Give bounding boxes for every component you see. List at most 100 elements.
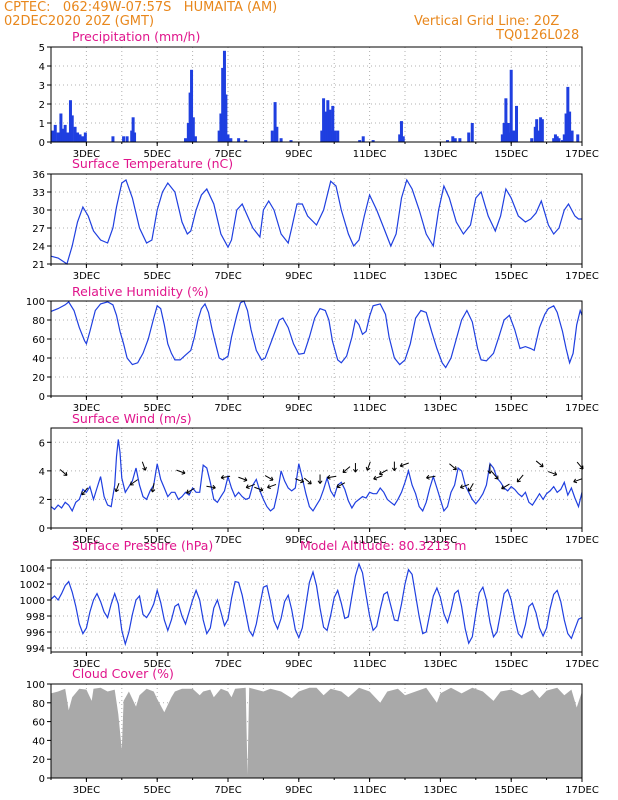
precip-bar	[68, 100, 72, 142]
x-tick-label: 15DEC	[494, 271, 528, 282]
precip-bar	[133, 132, 137, 142]
y-tick-label: 4	[39, 62, 45, 73]
x-tick-label: 7DEC	[214, 535, 241, 546]
x-tick-label: 11DEC	[353, 149, 387, 160]
wind-arrow-shaft	[336, 482, 346, 488]
x-tick-label: 13DEC	[424, 403, 458, 414]
y-tick-label: 2	[39, 100, 45, 111]
wind-arrow	[547, 471, 558, 477]
x-tick-label: 7DEC	[214, 149, 241, 160]
wind-arrow	[317, 474, 323, 484]
wind-arrow-head	[212, 484, 216, 490]
y-tick-label: 0	[39, 138, 45, 149]
precip-bar	[226, 134, 230, 142]
y-tick-label: 36	[32, 170, 45, 181]
y-tick-label: 60	[32, 335, 45, 346]
x-tick-label: 5DEC	[144, 403, 171, 414]
wind-arrow-head	[494, 475, 499, 480]
precip-bar	[51, 130, 55, 142]
precip-bar	[535, 119, 539, 142]
precip-bar	[56, 132, 60, 142]
y-tick-label: 1004	[20, 564, 45, 575]
x-tick-label: 15DEC	[494, 149, 528, 160]
precip-bar	[371, 140, 375, 142]
wind-arrow-shaft	[535, 460, 544, 468]
precip-bar	[273, 102, 277, 142]
precip-bar	[331, 105, 335, 142]
wind-arrow-shaft	[468, 483, 474, 492]
series-line	[50, 178, 582, 265]
precip-bar	[566, 86, 570, 142]
wind-arrow	[535, 460, 544, 468]
x-tick-label: 9DEC	[285, 403, 312, 414]
precip-bar	[131, 117, 135, 142]
wind-arrow-head	[129, 481, 134, 486]
x-tick-label: 11DEC	[353, 403, 387, 414]
wind-arrow-shaft	[59, 469, 68, 476]
vertical-grid-note: Vertical Grid Line: 20Z	[414, 14, 560, 29]
precip-bar	[500, 134, 504, 142]
panel-5	[47, 559, 583, 656]
wind-arrow-shaft	[246, 483, 255, 489]
y-tick-label: 20	[32, 373, 45, 384]
wind-arrow-head	[365, 466, 371, 471]
precip-bar	[399, 121, 403, 142]
wind-arrow-head	[326, 474, 331, 480]
wind-arrow-shaft	[547, 471, 557, 476]
wind-arrow	[238, 476, 248, 482]
precip-bar	[125, 136, 129, 142]
wind-arrow-shaft	[342, 466, 351, 473]
wind-arrow	[491, 471, 499, 480]
x-tick-label: 17DEC	[565, 403, 599, 414]
panel-title: Precipitation (mm/h)	[72, 29, 200, 44]
panel-title: Surface Pressure (hPa)	[72, 538, 213, 553]
precip-bar	[358, 140, 362, 142]
wind-arrow	[303, 477, 312, 485]
wind-arrow	[365, 461, 371, 471]
wind-arrow	[373, 475, 383, 481]
precip-bar	[190, 69, 194, 142]
wind-arrow-shaft	[501, 483, 510, 490]
wind-arrow-head	[426, 474, 430, 480]
wind-arrow-head	[452, 466, 457, 471]
precip-bar	[279, 138, 283, 142]
wind-arrow	[516, 474, 524, 483]
wind-arrow-shaft	[238, 476, 248, 481]
precip-bar	[63, 124, 67, 142]
panel-frame	[50, 173, 583, 265]
panel-frame	[50, 427, 583, 529]
precip-bar	[557, 138, 561, 142]
wind-arrow-shaft	[366, 461, 371, 471]
precip-bar	[219, 113, 223, 142]
x-tick-label: 5DEC	[144, 659, 171, 670]
y-tick-label: 40	[32, 736, 45, 747]
x-tick-label: 7DEC	[214, 659, 241, 670]
panel-title: Surface Wind (m/s)	[72, 411, 192, 426]
wind-arrow-shaft	[221, 475, 231, 479]
y-tick-label: 1000	[20, 596, 45, 607]
x-tick-label: 3DEC	[73, 149, 100, 160]
precip-bar	[73, 126, 77, 142]
y-tick-label: 1	[39, 119, 45, 130]
precip-bar	[564, 113, 568, 142]
x-tick-label: 7DEC	[214, 785, 241, 796]
series-line	[50, 562, 583, 647]
x-tick-label: 5DEC	[144, 535, 171, 546]
wind-arrow-shaft	[264, 475, 274, 481]
wind-arrow-head	[336, 483, 341, 489]
precip-bar	[502, 123, 506, 142]
y-tick-label: 4	[39, 467, 45, 478]
y-tick-label: 20	[32, 755, 45, 766]
wind-arrow-shaft	[294, 478, 304, 483]
x-tick-label: 3DEC	[73, 535, 100, 546]
precip-bar	[122, 136, 126, 142]
y-tick-label: 998	[26, 612, 45, 623]
precip-bar	[78, 134, 82, 142]
x-tick-label: 9DEC	[285, 535, 312, 546]
precip-bar	[445, 140, 449, 142]
y-tick-label: 30	[32, 206, 45, 217]
y-tick-label: 0	[39, 774, 45, 785]
precip-bar	[537, 130, 541, 142]
precip-bar	[458, 138, 462, 142]
